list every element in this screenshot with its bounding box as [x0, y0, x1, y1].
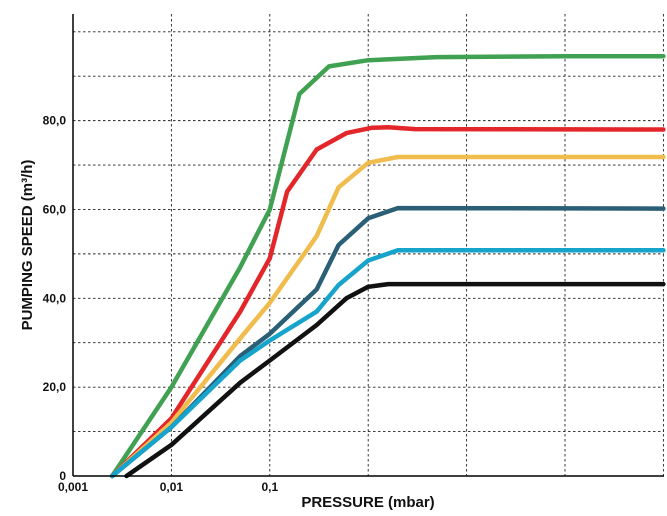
series-lines: [109, 53, 666, 479]
series-line-5: [109, 248, 666, 479]
y-tick-label: 40,0: [43, 291, 67, 305]
tick-labels: 0,001 0,01 0,1 0 20,0 40,0 60,0 80,0: [43, 114, 279, 494]
series-line-3: [109, 154, 666, 479]
y-tick-label: 80,0: [43, 114, 67, 128]
series-line-6: [124, 281, 666, 479]
series-line-1: [109, 53, 666, 479]
x-tick-label: 0,1: [261, 480, 278, 494]
y-tick-label: 20,0: [43, 380, 67, 394]
x-axis-title: PRESSURE (mbar): [301, 494, 434, 511]
x-tick-label: 0,01: [160, 480, 184, 494]
x-tick-label: 0,001: [58, 480, 88, 494]
axes: [72, 14, 664, 477]
grid: [73, 14, 664, 476]
y-tick-label: 0: [59, 469, 66, 483]
y-axis-title: PUMPING SPEED (m³/h): [19, 160, 36, 331]
series-line-2: [109, 125, 666, 479]
y-tick-label: 60,0: [43, 202, 67, 216]
